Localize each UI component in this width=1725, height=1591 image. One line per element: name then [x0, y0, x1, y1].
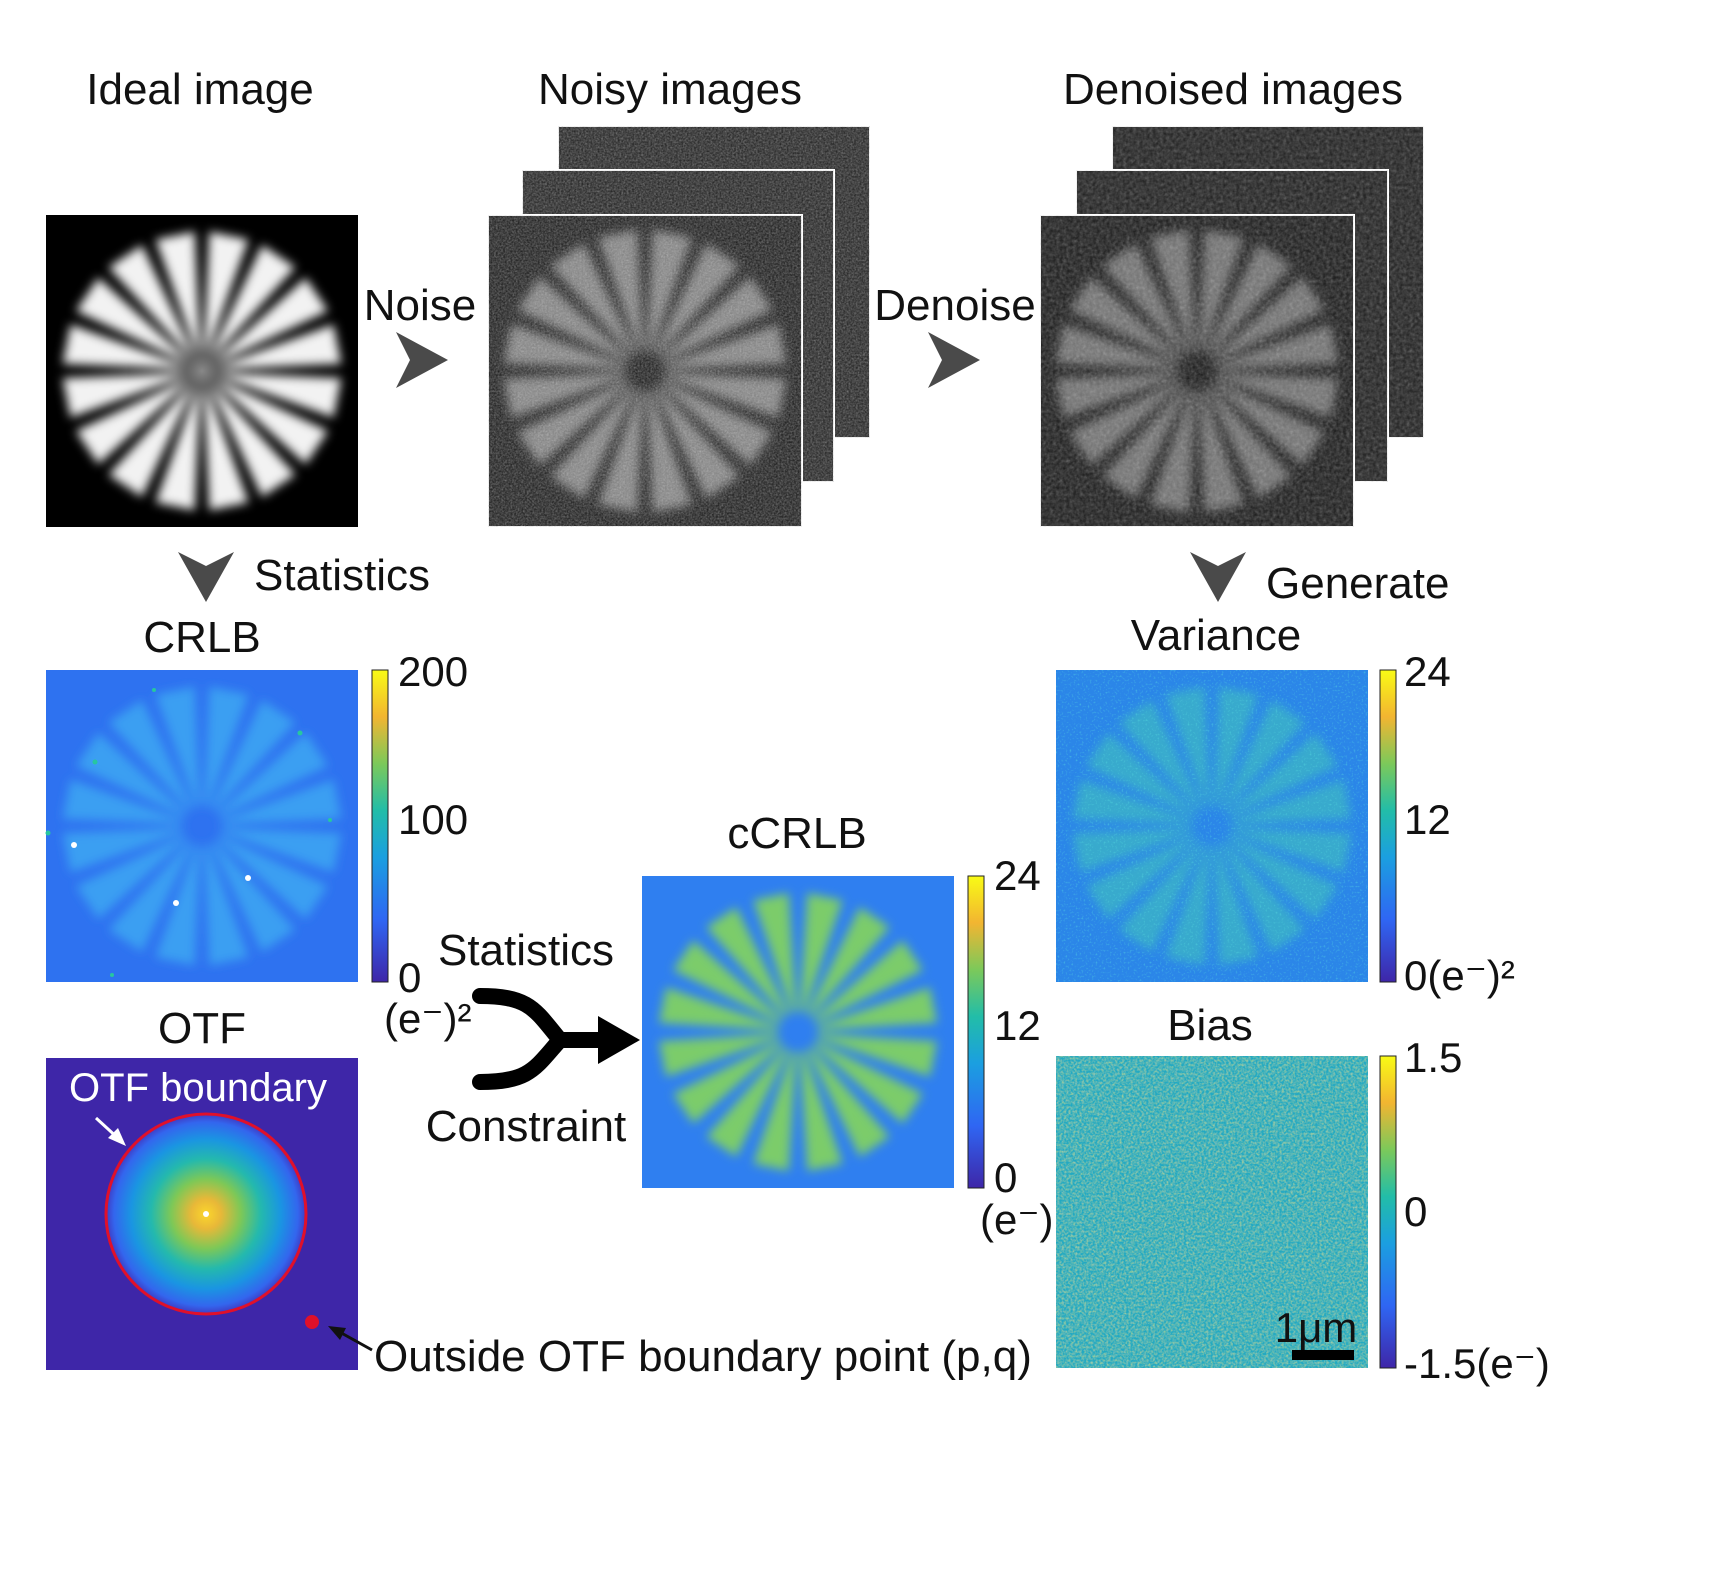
arrow-right-icon: [396, 332, 448, 388]
star-spoke: [659, 987, 779, 1031]
ccrlb-colorbar: 24 12 0 (e⁻): [967, 852, 1054, 1243]
star-spoke: [817, 1033, 937, 1077]
outside-point-marker: [305, 1315, 319, 1329]
title-variance: Variance: [1131, 611, 1301, 660]
title-otf: OTF: [158, 1004, 246, 1053]
arrow-down-icon: [1190, 552, 1246, 602]
label-otf-boundary: OTF boundary: [69, 1066, 327, 1110]
ccrlb-tick-min: 0: [994, 1154, 1017, 1201]
star-spoke: [673, 940, 783, 1023]
label-denoise: Denoise: [874, 281, 1035, 330]
label-statistics-merge: Statistics: [438, 926, 614, 975]
ccrlb-unit: (e⁻): [980, 1196, 1054, 1243]
bias-tick-mid: 0: [1404, 1188, 1427, 1235]
arrow-down-icon: [178, 552, 234, 602]
label-outside-point: Outside OTF boundary point (p,q): [374, 1332, 1032, 1381]
bias-colorbar: 1.5 0 -1.5(e⁻): [1379, 1034, 1550, 1387]
star-spoke: [203, 686, 249, 807]
variance-map: [1056, 670, 1368, 982]
star-spoke: [753, 1051, 797, 1171]
crlb-tick-min: 0: [398, 954, 421, 1001]
ideal-image: [46, 215, 358, 527]
label-statistics-top: Statistics: [254, 551, 430, 600]
star-spoke: [217, 732, 328, 817]
star-spoke: [76, 732, 187, 817]
variance-tick-min: 0(e⁻)²: [1404, 952, 1515, 999]
star-spoke: [753, 893, 797, 1013]
star-spoke: [799, 1051, 843, 1171]
merge-arrow-icon: [472, 988, 640, 1090]
title-ccrlb: cCRLB: [727, 809, 866, 858]
ccrlb-map: [642, 876, 954, 1188]
crlb-tick-max: 200: [398, 648, 468, 695]
label-noise: Noise: [364, 281, 477, 330]
star-spoke: [76, 835, 187, 920]
bias-tick-min: -1.5(e⁻): [1404, 1340, 1550, 1387]
star-spoke: [108, 841, 193, 952]
arrow-right-icon: [928, 332, 980, 388]
star-spoke: [813, 1041, 923, 1124]
star-spoke: [706, 1047, 789, 1157]
star-spoke: [211, 841, 296, 952]
title-denoised-images: Denoised images: [1063, 65, 1403, 114]
ccrlb-tick-max: 24: [994, 852, 1041, 899]
star-spoke: [673, 1041, 783, 1124]
siemens-star-crlb: [62, 686, 342, 966]
denoised-image-stack: [1039, 125, 1425, 528]
siemens-star-ccrlb: [659, 893, 937, 1171]
scale-bar: [1292, 1350, 1354, 1360]
star-spoke: [155, 686, 201, 807]
otf-map: OTF boundary: [46, 1058, 358, 1370]
star-spoke: [706, 907, 789, 1017]
star-spoke: [221, 779, 342, 825]
title-ideal-image: Ideal image: [86, 65, 313, 114]
star-spoke: [217, 835, 328, 920]
scale-bar-label: 1μm: [1275, 1304, 1358, 1351]
star-spoke: [62, 779, 183, 825]
star-spoke: [817, 987, 937, 1031]
star-spoke: [807, 1047, 890, 1157]
star-spoke: [62, 827, 183, 873]
variance-tick-mid: 12: [1404, 796, 1451, 843]
bias-map: 1μm: [1056, 1056, 1368, 1368]
star-spoke: [211, 700, 296, 811]
title-bias: Bias: [1167, 1001, 1253, 1050]
title-crlb: CRLB: [143, 613, 260, 662]
ccrlb-tick-mid: 12: [994, 1002, 1041, 1049]
label-constraint: Constraint: [426, 1102, 627, 1151]
variance-colorbar: 24 12 0(e⁻)²: [1379, 648, 1515, 999]
otf-boundary-circle: [104, 1112, 308, 1316]
star-spoke: [203, 845, 249, 966]
title-noisy-images: Noisy images: [538, 65, 802, 114]
label-generate: Generate: [1266, 559, 1449, 608]
crlb-unit: (e⁻)²: [384, 995, 472, 1042]
crlb-tick-mid: 100: [398, 796, 468, 843]
variance-tick-max: 24: [1404, 648, 1451, 695]
bias-tick-max: 1.5: [1404, 1034, 1462, 1081]
star-spoke: [813, 940, 923, 1023]
noisy-image-stack: [487, 125, 871, 528]
star-spoke: [659, 1033, 779, 1077]
star-spoke: [108, 700, 193, 811]
crlb-map: [45, 670, 358, 982]
crlb-colorbar: 200 100 0 (e⁻)²: [371, 648, 472, 1042]
star-spoke: [221, 827, 342, 873]
star-spoke: [799, 893, 843, 1013]
star-spoke: [807, 907, 890, 1017]
